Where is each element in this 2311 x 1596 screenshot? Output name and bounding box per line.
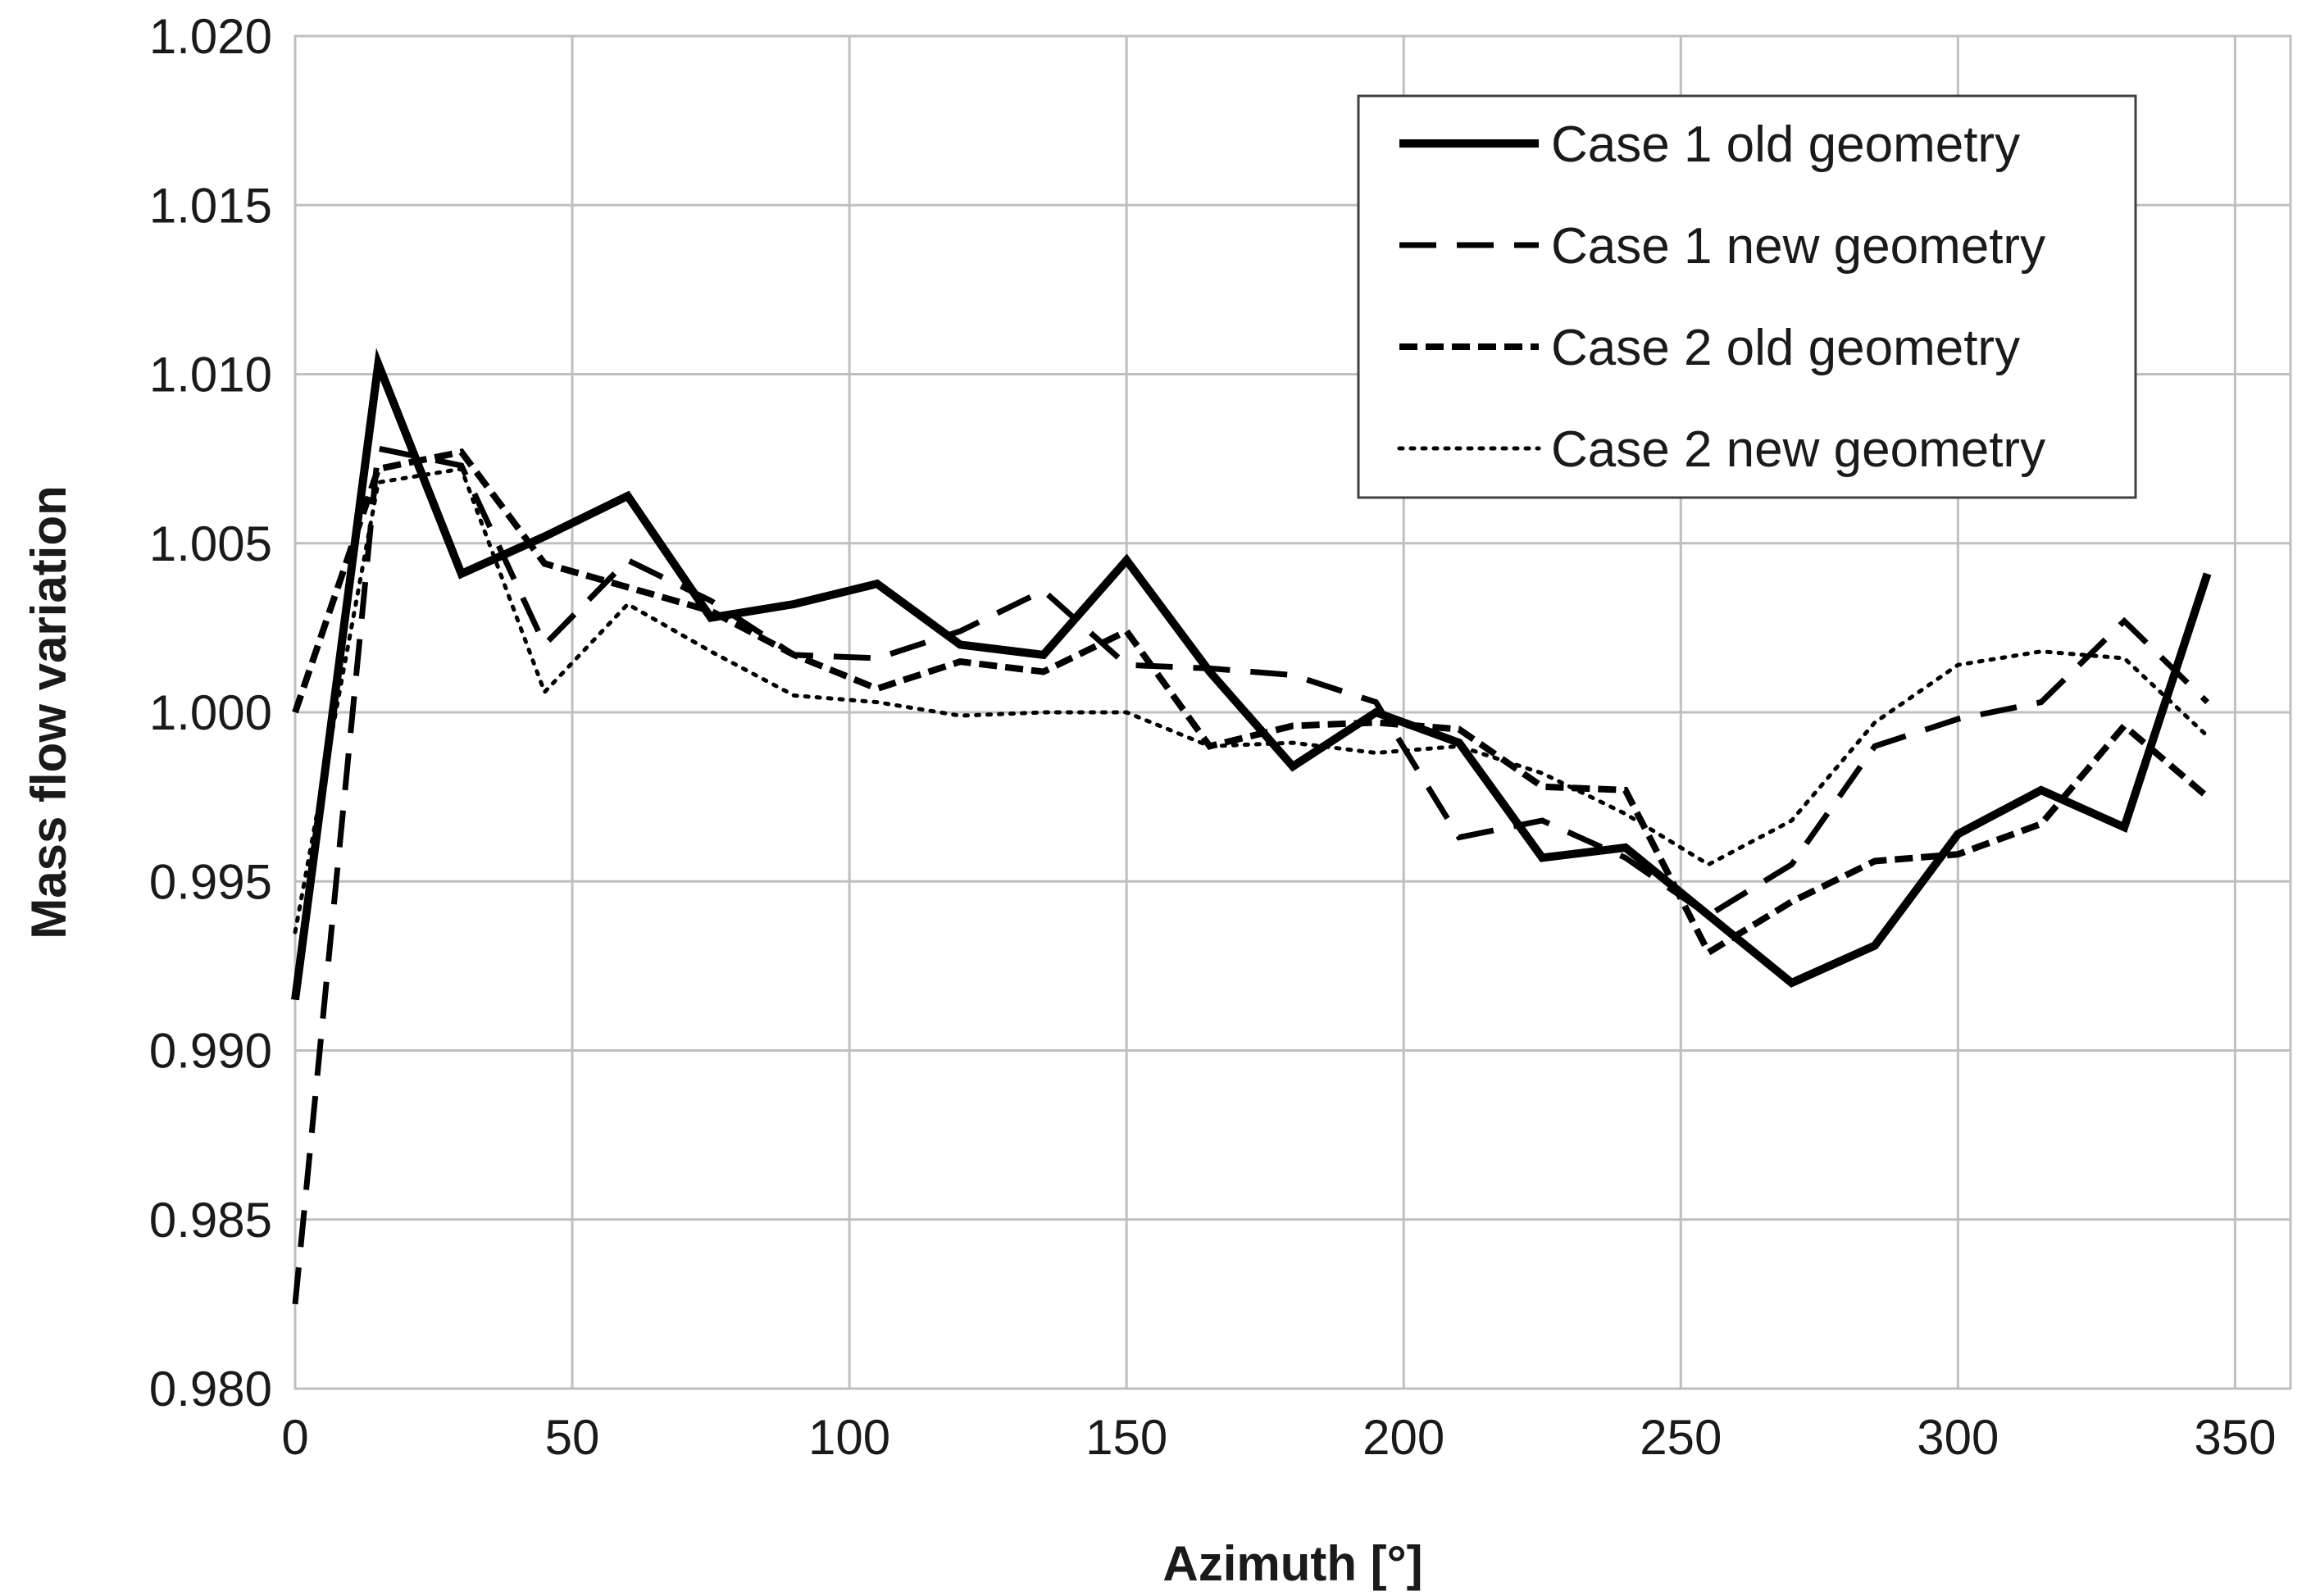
x-tick-label: 0 [281,1410,308,1465]
x-tick-label: 300 [1917,1410,1999,1465]
series-line-case-1-new-geometry [292,444,2210,1305]
legend-box [1357,94,2137,499]
x-tick-label: 200 [1362,1410,1444,1465]
y-tick-label: 1.005 [149,516,272,571]
y-tick-label: 0.985 [149,1193,272,1248]
y-tick-label: 1.000 [149,685,272,740]
y-tick-label: 1.015 [149,178,272,233]
x-tick-label: 350 [2194,1410,2276,1465]
x-tick-label: 100 [808,1410,890,1465]
legend-label-case-1-new: Case 1 new geometry [1551,218,2045,275]
legend: Case 1 old geometry Case 1 new geometry … [1357,94,2137,499]
y-axis-title: Mass flow variation [21,485,76,939]
x-tick-label: 150 [1085,1410,1167,1465]
x-axis-ticks: 0 50 100 150 200 250 300 350 [281,1410,2276,1465]
series-line-case-1-old-geometry [291,348,2212,1001]
series-lines [291,348,2212,1305]
y-axis-ticks: 0.980 0.985 0.990 0.995 1.000 1.005 1.010 1.015… [149,9,272,1416]
x-axis-title: Azimuth [°] [1162,1536,1422,1591]
y-tick-label: 0.990 [149,1024,272,1079]
legend-label-case-2-new: Case 2 new geometry [1551,421,2045,478]
y-tick-label: 1.020 [149,9,272,64]
series-line-case-2-old-geometry [292,448,2210,957]
y-tick-label: 1.010 [149,348,272,402]
legend-label-case-1-old: Case 1 old geometry [1551,116,2020,173]
x-tick-label: 50 [545,1410,600,1465]
y-tick-label: 0.980 [149,1362,272,1416]
x-tick-label: 250 [1640,1410,1722,1465]
y-tick-label: 0.995 [149,854,272,909]
legend-label-case-2-old: Case 2 old geometry [1551,320,2020,376]
